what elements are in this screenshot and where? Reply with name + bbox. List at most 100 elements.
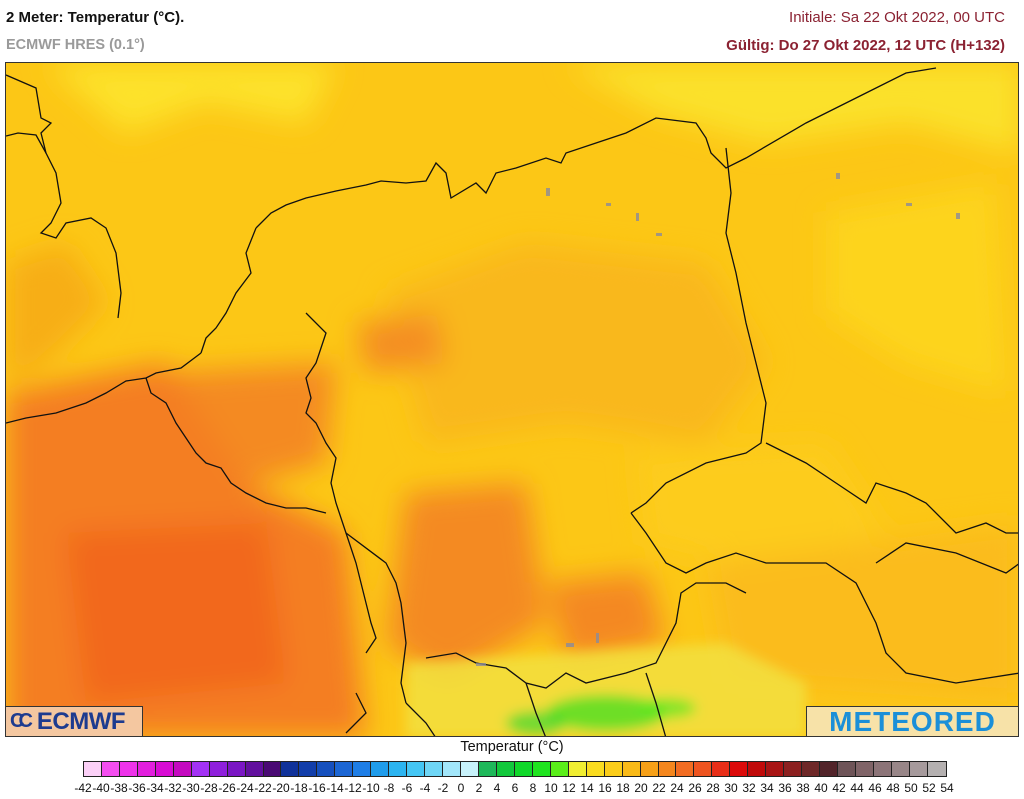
colorbar-cell [927, 762, 946, 776]
colorbar-tick-label: 48 [886, 781, 900, 795]
colorbar-tick-label: 44 [850, 781, 864, 795]
colorbar-tick-label: 28 [706, 781, 720, 795]
colorbar-tick-label: 14 [580, 781, 594, 795]
colorbar-tick-label: -42 [74, 781, 92, 795]
borders [6, 67, 1018, 736]
colorbar-cell [676, 762, 695, 776]
colorbar-cell [748, 762, 767, 776]
colorbar-cell [389, 762, 408, 776]
ecmwf-mark-icon: CC [10, 710, 33, 732]
colorbar-cell [137, 762, 156, 776]
colorbar-cell [317, 762, 336, 776]
colorbar-tick-label: -36 [128, 781, 146, 795]
colorbar-tick-label: 54 [940, 781, 954, 795]
colorbar-cell [371, 762, 390, 776]
colorbar-tick-label: -6 [401, 781, 413, 795]
colorbar-tick-label: -12 [344, 781, 362, 795]
colorbar-tick-label: 38 [796, 781, 810, 795]
colorbar-tick-label: 30 [724, 781, 738, 795]
colorbar-tick-label: -22 [254, 781, 272, 795]
colorbar-tick-label: -40 [92, 781, 110, 795]
colorbar-tick-label: 32 [742, 781, 756, 795]
colorbar-cell [586, 762, 605, 776]
colorbar-tick-label: -2 [437, 781, 449, 795]
temperature-map[interactable] [5, 62, 1019, 737]
colorbar-cell [604, 762, 623, 776]
colorbar-cell [443, 762, 462, 776]
ecmwf-logo-text: ECMWF [36, 707, 126, 735]
colorbar-cell [425, 762, 444, 776]
colorbar-cell [622, 762, 641, 776]
colorbar-tick-label: 2 [475, 781, 483, 795]
colorbar-cell [802, 762, 821, 776]
colorbar-cell [191, 762, 210, 776]
colorbar-tick-label: -34 [146, 781, 164, 795]
colorbar-cell [353, 762, 372, 776]
colorbar-label: Temperatur (°C) [460, 739, 564, 755]
colorbar-cell [101, 762, 120, 776]
colorbar-cell [640, 762, 659, 776]
colorbar-cell [820, 762, 839, 776]
init-time: Initiale: Sa 22 Okt 2022, 00 UTC [789, 9, 1005, 26]
colorbar-tick-label: 24 [670, 781, 684, 795]
colorbar-cell [299, 762, 318, 776]
colorbar-cell [461, 762, 479, 776]
colorbar-tick-label: 50 [904, 781, 918, 795]
map-field [6, 63, 1018, 736]
colorbar-tick-label: 34 [760, 781, 774, 795]
model-subtitle: ECMWF HRES (0.1°) [6, 37, 145, 53]
colorbar-tick-label: 10 [544, 781, 558, 795]
colorbar-cell [855, 762, 874, 776]
colorbar-cell [281, 762, 300, 776]
colorbar-cell [263, 762, 282, 776]
colorbar-cell [532, 762, 551, 776]
colorbar-tick-label: 20 [634, 781, 648, 795]
meteored-logo: METEORED [806, 706, 1019, 737]
valid-time: Gültig: Do 27 Okt 2022, 12 UTC (H+132) [726, 37, 1005, 54]
colorbar-cell [658, 762, 677, 776]
colorbar-tick-label: -4 [419, 781, 431, 795]
colorbar-cell [909, 762, 928, 776]
colorbar-tick-label: -14 [326, 781, 344, 795]
colorbar-cell [784, 762, 803, 776]
colorbar-cell [712, 762, 731, 776]
colorbar-cell [407, 762, 426, 776]
colorbar-cell [335, 762, 354, 776]
ecmwf-logo: CC ECMWF [5, 706, 143, 737]
colorbar-cell [173, 762, 192, 776]
colorbar-cell [84, 762, 102, 776]
colorbar-tick-label: -28 [200, 781, 218, 795]
colorbar-cell [891, 762, 910, 776]
colorbar-tick-label: -16 [308, 781, 326, 795]
colorbar-tick-label: -10 [362, 781, 380, 795]
colorbar-cell [496, 762, 515, 776]
colorbar-tick-label: 42 [832, 781, 846, 795]
colorbar-cell [155, 762, 174, 776]
colorbar-cell [550, 762, 569, 776]
colorbar-tick-label: 18 [616, 781, 630, 795]
colorbar-cell [119, 762, 138, 776]
colorbar-tick-label: 0 [457, 781, 465, 795]
colorbar-cell [514, 762, 533, 776]
colorbar-tick-label: -30 [182, 781, 200, 795]
lakes [476, 173, 960, 666]
colorbar-cell [245, 762, 264, 776]
colorbar-tick-label: 22 [652, 781, 666, 795]
colorbar-tick-label: -26 [218, 781, 236, 795]
colorbar-ticks: -42 -40 -38 -36 -34 -32 -30 -28 -26 -24 -22 -20 -18-… [0, 781, 1024, 799]
colorbar-tick-label: 16 [598, 781, 612, 795]
chart-title: 2 Meter: Temperatur (°C). [6, 9, 185, 26]
colorbar-tick-label: 26 [688, 781, 702, 795]
colorbar-tick-label: 6 [511, 781, 519, 795]
colorbar-cell [227, 762, 246, 776]
colorbar [83, 761, 947, 777]
colorbar-tick-label: 4 [493, 781, 501, 795]
colorbar-cell [694, 762, 713, 776]
colorbar-cell [838, 762, 856, 776]
colorbar-tick-label: -38 [110, 781, 128, 795]
colorbar-tick-label: 40 [814, 781, 828, 795]
colorbar-tick-label: -20 [272, 781, 290, 795]
colorbar-cell [766, 762, 785, 776]
colorbar-tick-label: 52 [922, 781, 936, 795]
meteored-logo-text: METEORED [829, 705, 996, 737]
